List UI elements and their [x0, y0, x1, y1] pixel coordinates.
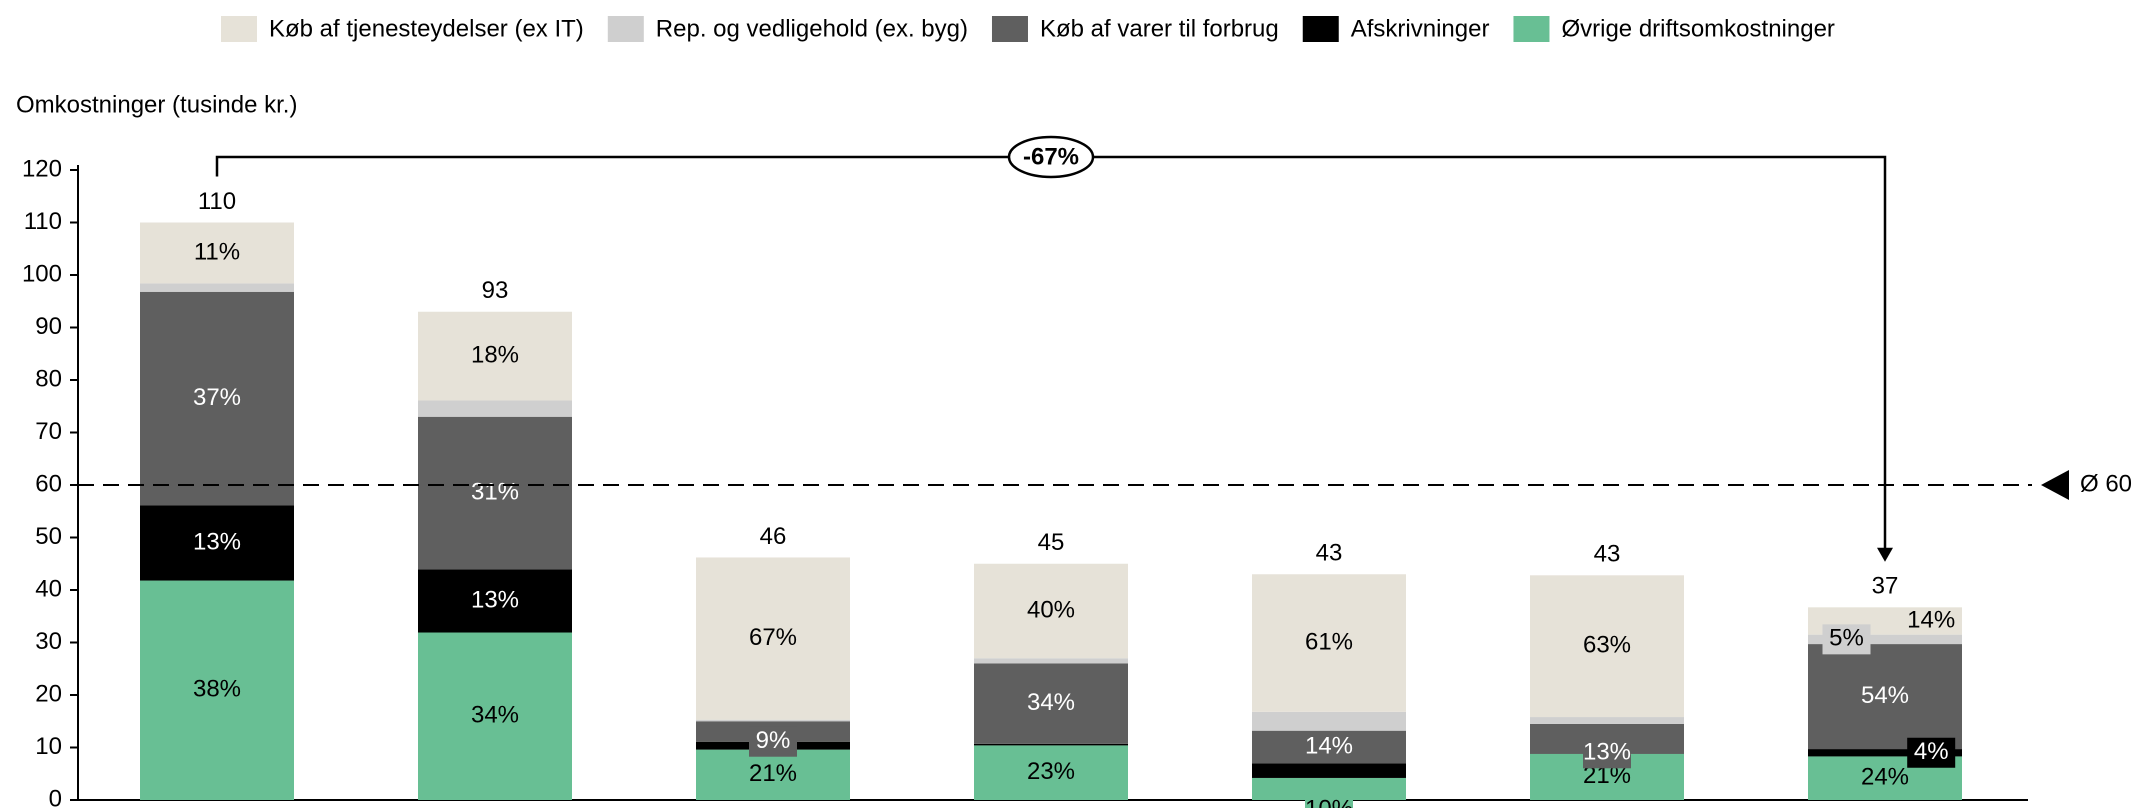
y-tick-label: 100 — [22, 260, 62, 287]
legend-swatch — [1513, 16, 1550, 42]
segment-label: 34% — [1027, 689, 1075, 716]
bar-segment — [140, 580, 294, 800]
segment-label: 34% — [471, 702, 519, 729]
y-tick-label: 40 — [35, 575, 62, 602]
y-tick-label: 60 — [35, 470, 62, 497]
segment-label: 24% — [1861, 764, 1909, 791]
change-arrow — [1877, 547, 1893, 562]
segment-label: 14% — [1305, 732, 1353, 759]
bar-segment — [974, 743, 1128, 746]
average-marker — [2041, 470, 2069, 500]
y-tick-label: 20 — [35, 680, 62, 707]
segment-label: 21% — [749, 760, 797, 787]
bar-segment — [974, 663, 1128, 744]
change-badge — [1007, 135, 1095, 179]
bar-segment — [696, 719, 850, 722]
legend-swatch — [221, 16, 257, 42]
bar-segment — [974, 563, 1128, 659]
bar-segment — [696, 749, 850, 800]
segment-label: 38% — [193, 676, 241, 703]
segment-label: 14% — [1907, 606, 1955, 633]
legend-swatch — [607, 16, 644, 42]
average-label: Ø 60 — [2080, 470, 2132, 497]
y-tick-label: 110 — [24, 208, 62, 235]
label-box — [1583, 738, 1631, 769]
legend-swatch — [1302, 16, 1339, 42]
label-box — [1822, 624, 1871, 655]
segment-label: 63% — [1583, 632, 1631, 659]
bar-segment — [418, 416, 572, 570]
bar-segment — [1252, 711, 1406, 731]
segment-label: 37% — [193, 384, 241, 411]
segment-label: 11% — [194, 238, 240, 265]
legend-label: Afskrivninger — [1351, 15, 1490, 42]
bar-segment — [418, 311, 572, 401]
label-box — [1305, 795, 1353, 808]
bar-segment — [974, 745, 1128, 800]
total-label: 43 — [1594, 541, 1621, 568]
bar-segment — [1252, 763, 1406, 778]
bar-segment — [140, 505, 294, 581]
bar-segment — [140, 291, 294, 506]
bar-segment — [1808, 749, 1962, 757]
y-tick-label: 30 — [35, 628, 62, 655]
y-tick-label: 10 — [35, 733, 62, 760]
segment-label: 9% — [756, 727, 791, 754]
legend-label: Rep. og vedligehold (ex. byg) — [656, 15, 968, 42]
bar-segment — [140, 222, 294, 284]
total-label: 45 — [1038, 529, 1065, 556]
y-tick-label: 70 — [35, 418, 62, 445]
segment-label: 67% — [749, 624, 797, 651]
bar-segment — [1252, 574, 1406, 712]
segment-label: 13% — [193, 528, 241, 555]
bar-segment — [1252, 730, 1406, 764]
bar-segment — [418, 569, 572, 633]
bar-segment — [1530, 717, 1684, 724]
bar-segment — [696, 557, 850, 720]
bar-segment — [418, 400, 572, 417]
segment-label: 31% — [471, 478, 519, 505]
segment-label: 40% — [1027, 596, 1075, 623]
y-tick-label: 90 — [35, 313, 62, 340]
segment-label: 18% — [471, 341, 519, 368]
bar-segment — [1530, 575, 1684, 718]
y-tick-label: 0 — [49, 785, 62, 808]
total-label: 46 — [760, 523, 787, 550]
y-tick-label: 120 — [22, 155, 62, 182]
bar-segment — [418, 632, 572, 800]
bar-segment — [974, 658, 1128, 664]
bar-segment — [140, 283, 294, 292]
bar-segment — [1252, 777, 1406, 800]
legend-label: Køb af varer til forbrug — [1040, 15, 1279, 42]
y-tick-label: 50 — [35, 523, 62, 550]
total-label: 37 — [1872, 573, 1899, 600]
segment-label: 23% — [1027, 758, 1075, 785]
segment-label: 54% — [1861, 682, 1909, 709]
change-label: -67% — [1023, 143, 1079, 170]
segment-label: 13% — [1583, 739, 1631, 766]
segment-label: 5% — [1829, 625, 1864, 652]
y-axis-title: Omkostninger (tusinde kr.) — [16, 91, 297, 118]
segment-label: 13% — [471, 586, 519, 613]
segment-label: 4% — [1914, 738, 1949, 765]
legend-label: Køb af tjenesteydelser (ex IT) — [269, 15, 584, 42]
legend-label: Øvrige driftsomkostninger — [1561, 15, 1834, 42]
bar-segment — [1808, 644, 1962, 750]
segment-label: 10% — [1305, 795, 1353, 808]
legend-swatch — [991, 16, 1028, 42]
total-label: 43 — [1316, 540, 1343, 567]
label-box — [1907, 737, 1956, 768]
total-label: 110 — [198, 188, 236, 215]
label-box — [749, 726, 797, 757]
segment-label: 61% — [1305, 628, 1353, 655]
bar-segment — [1808, 634, 1962, 645]
total-label: 93 — [482, 277, 509, 304]
y-tick-label: 80 — [35, 365, 62, 392]
